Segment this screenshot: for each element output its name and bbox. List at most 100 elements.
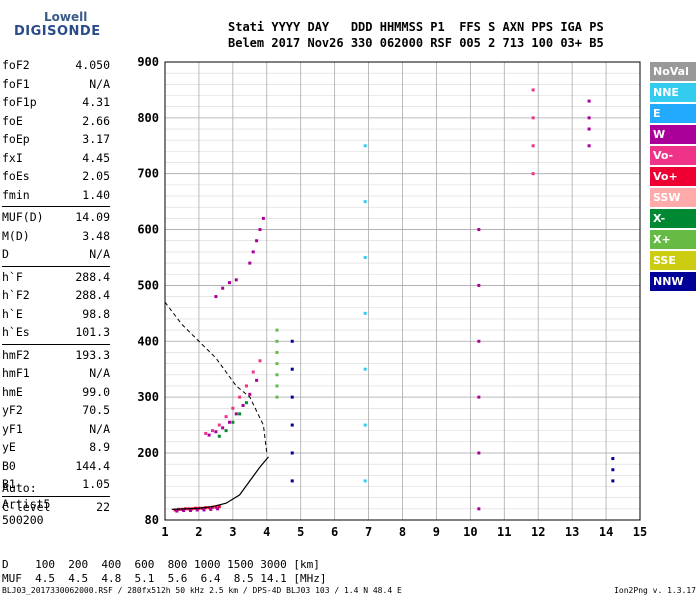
autoscale-line1: Auto: xyxy=(2,481,37,495)
echo-point xyxy=(275,373,279,377)
param-row: fxI 4.45 xyxy=(2,149,110,168)
param-name: hmE xyxy=(2,384,23,399)
param-name: B1 xyxy=(2,477,16,491)
echo-point xyxy=(275,328,279,332)
echo-point xyxy=(221,286,225,290)
param-value: N/A xyxy=(89,247,110,261)
param-value: N/A xyxy=(89,76,110,91)
echo-point xyxy=(224,429,228,433)
param-row: hmF2 193.3 xyxy=(2,346,110,365)
y-tick-label: 80 xyxy=(145,513,159,527)
header-labels: Stati YYYY DAY DDD HHMMSS P1 FFS S AXN P… xyxy=(228,20,604,34)
param-value: 193.3 xyxy=(75,347,110,362)
param-value: 3.48 xyxy=(82,228,110,243)
param-row: h`E 98.8 xyxy=(2,305,110,324)
legend-item: X- xyxy=(650,209,696,228)
echo-point xyxy=(477,339,481,343)
echo-point xyxy=(363,479,367,483)
echo-point xyxy=(214,430,218,434)
param-name: h`F xyxy=(2,269,23,284)
x-tick-label: 14 xyxy=(599,525,613,539)
echo-point xyxy=(611,457,615,461)
legend-item: E xyxy=(650,104,696,123)
param-name: C-level xyxy=(2,499,51,514)
param-divider xyxy=(2,495,110,497)
echo-point xyxy=(275,384,279,388)
param-row: foF2 4.050 xyxy=(2,56,110,75)
param-value: 3.17 xyxy=(82,132,110,146)
echo-point xyxy=(217,434,221,438)
density-profile-line xyxy=(171,456,269,510)
param-value: 14.09 xyxy=(75,210,110,224)
echo-point xyxy=(290,423,294,427)
legend-item: W xyxy=(650,125,696,144)
param-name: yF2 xyxy=(2,403,23,417)
param-value: 98.8 xyxy=(82,306,110,321)
echo-point xyxy=(214,295,218,299)
echo-point xyxy=(231,406,235,410)
param-value: 288.4 xyxy=(75,269,110,284)
autoscale-line3: 500200 xyxy=(2,513,44,527)
distance-muf-table: D 100 200 400 600 800 1000 1500 3000 [km… xyxy=(2,558,327,586)
legend-item: NoVal xyxy=(650,62,696,81)
echo-point xyxy=(261,216,265,220)
y-tick-label: 300 xyxy=(137,390,159,404)
echo-point xyxy=(290,451,294,455)
digisonde-logo: Lowell DIGISONDE xyxy=(4,6,104,46)
x-tick-label: 13 xyxy=(565,525,579,539)
param-value: 4.31 xyxy=(82,95,110,109)
echo-point xyxy=(363,255,367,259)
param-name: yE xyxy=(2,440,16,454)
param-name: h`Es xyxy=(2,325,30,339)
echo-point xyxy=(224,415,228,419)
param-row: C-level 22 xyxy=(2,498,110,517)
echo-point xyxy=(531,116,535,120)
param-value: 22 xyxy=(96,499,110,514)
param-value: 101.3 xyxy=(75,325,110,339)
param-value: 4.45 xyxy=(82,150,110,165)
param-name: M(D) xyxy=(2,228,30,243)
param-name: h`E xyxy=(2,306,23,321)
param-name: hmF2 xyxy=(2,347,30,362)
echo-point xyxy=(531,172,535,176)
param-value: 1.05 xyxy=(82,477,110,491)
echo-point xyxy=(207,506,211,510)
echo-point xyxy=(531,144,535,148)
y-tick-label: 700 xyxy=(137,167,159,181)
echo-point xyxy=(182,509,186,513)
x-tick-label: 8 xyxy=(399,525,406,539)
y-tick-label: 500 xyxy=(137,278,159,292)
echo-point xyxy=(258,359,262,363)
echo-point xyxy=(587,116,591,120)
echo-point xyxy=(477,507,481,511)
param-divider xyxy=(2,206,110,207)
y-tick-label: 200 xyxy=(137,446,159,460)
echo-point xyxy=(363,367,367,371)
autoscale-info: Auto: Artist5 500200 xyxy=(2,480,50,528)
version-label: Ion2Png v. 1.3.17 xyxy=(614,586,696,595)
echo-point xyxy=(234,278,238,282)
param-row: hmF1 N/A xyxy=(2,364,110,383)
param-name: foE xyxy=(2,113,23,128)
echo-point xyxy=(275,339,279,343)
param-value: 8.9 xyxy=(89,440,110,454)
echo-point xyxy=(611,468,615,472)
echo-point xyxy=(244,401,248,405)
autoscale-line2: Artist5 xyxy=(2,497,51,511)
legend-item: NNE xyxy=(650,83,696,102)
echo-point xyxy=(204,431,208,435)
echo-point xyxy=(363,423,367,427)
parameter-list: foF2 4.050 foF1 N/A foF1p 4.31 foE 2.66 foEp 3.17… xyxy=(2,56,110,516)
echo-point xyxy=(234,412,238,416)
echo-point xyxy=(290,395,294,399)
param-name: foF1p xyxy=(2,95,37,109)
param-name: foF1 xyxy=(2,76,30,91)
echo-point xyxy=(477,228,481,232)
echo-point xyxy=(227,281,231,285)
echo-point xyxy=(531,88,535,92)
x-tick-label: 5 xyxy=(297,525,304,539)
param-row: yF2 70.5 xyxy=(2,401,110,420)
echo-point xyxy=(587,144,591,148)
legend-item: Vo+ xyxy=(650,167,696,186)
